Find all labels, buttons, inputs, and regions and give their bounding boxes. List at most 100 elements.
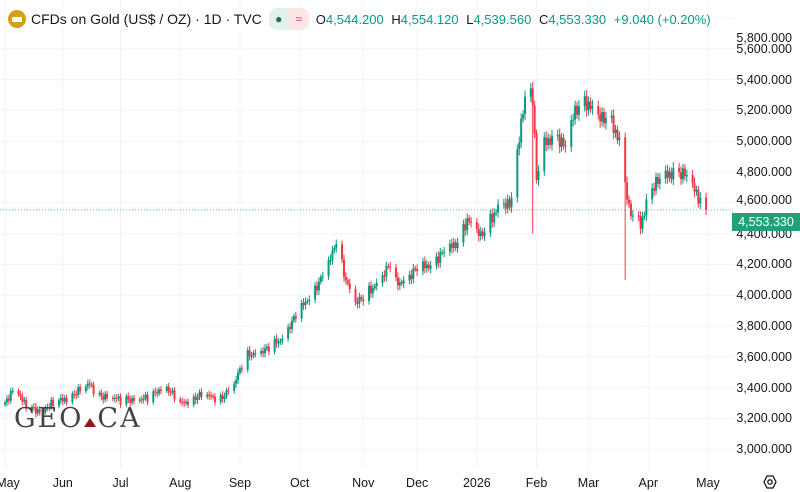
- candle-body: [450, 243, 453, 249]
- candle-body: [654, 176, 657, 191]
- candle-body: [267, 346, 270, 352]
- candle-body: [412, 268, 415, 280]
- candle-body: [252, 352, 255, 357]
- candle-body: [637, 215, 640, 217]
- candle-body: [533, 105, 536, 134]
- candle-body: [656, 176, 659, 184]
- candle-body: [423, 261, 426, 269]
- y-tick-label: 5,400.000: [736, 72, 792, 87]
- candle-body: [558, 134, 561, 147]
- settings-icon[interactable]: [763, 475, 777, 489]
- candle-body: [387, 266, 390, 268]
- candle-body: [574, 105, 577, 120]
- candle-body: [360, 297, 363, 300]
- low-label: L: [466, 11, 474, 27]
- candle-body: [61, 397, 64, 402]
- candle-body: [86, 383, 89, 387]
- candle-body: [319, 276, 322, 282]
- candle-body: [616, 129, 619, 141]
- candle-body: [587, 101, 590, 111]
- candle-body: [331, 250, 334, 260]
- x-tick-label: Jul: [112, 476, 129, 490]
- candle-body: [522, 114, 525, 119]
- candle-body: [102, 396, 105, 400]
- candle-body: [585, 96, 588, 111]
- candle-body: [545, 137, 548, 146]
- candle-body: [294, 316, 297, 319]
- candle-body: [142, 398, 145, 400]
- candle-body: [335, 244, 338, 248]
- candle-body: [346, 280, 349, 284]
- candle-body: [456, 242, 459, 249]
- candle-body: [306, 301, 309, 303]
- candle-body: [402, 280, 405, 284]
- candle-body: [321, 276, 324, 278]
- candle-body: [524, 96, 527, 115]
- candle-body: [547, 138, 550, 146]
- candle-body: [57, 400, 60, 406]
- candle-body: [316, 285, 319, 291]
- candle-body: [502, 203, 505, 205]
- candle-body: [237, 372, 240, 380]
- candle-body: [550, 135, 553, 145]
- candle-body: [181, 401, 184, 403]
- candle-body: [468, 218, 471, 222]
- high-value: 4,554.120: [400, 11, 459, 27]
- candle-body: [475, 222, 478, 229]
- candle-body: [210, 395, 213, 397]
- candle-body: [628, 199, 631, 204]
- candle-body: [597, 105, 600, 115]
- candle-body: [491, 213, 494, 223]
- candle-body: [200, 391, 203, 397]
- candle-body: [535, 133, 538, 181]
- symbol-title[interactable]: CFDs on Gold (US$ / OZ) · 1D · TVC: [31, 11, 262, 27]
- candle-body: [287, 327, 290, 339]
- y-tick-label: 3,400.000: [736, 380, 792, 395]
- candle-body: [104, 393, 107, 400]
- candle-body: [144, 394, 147, 399]
- candle-body: [63, 397, 66, 402]
- candle-body: [354, 289, 357, 303]
- candle-body: [414, 268, 417, 270]
- candle-body: [125, 396, 128, 405]
- candle-body: [518, 142, 521, 150]
- candle-body: [223, 396, 226, 400]
- candle-body: [208, 394, 211, 396]
- market-open-icon: ●: [268, 8, 289, 30]
- candle-body: [441, 252, 444, 254]
- candle-body: [235, 379, 238, 384]
- candle-body: [262, 351, 265, 354]
- candle-body: [327, 259, 330, 277]
- candle-body: [373, 286, 376, 289]
- x-tick-label: 2026: [462, 476, 491, 490]
- close-value: 4,553.330: [548, 11, 607, 27]
- x-tick-label: Mar: [577, 476, 600, 490]
- status-pill[interactable]: ● ≈: [268, 8, 309, 30]
- candle-body: [529, 88, 532, 97]
- candle-body: [697, 189, 700, 204]
- candle-body: [481, 231, 484, 237]
- candle-body: [212, 396, 215, 398]
- candle-body: [173, 390, 176, 400]
- candle-body: [389, 266, 392, 268]
- candle-body: [290, 320, 293, 329]
- candle-body: [643, 215, 646, 217]
- candle-body: [699, 197, 702, 204]
- candle-body: [34, 407, 37, 414]
- candle-body: [19, 394, 22, 397]
- candle-body: [264, 348, 267, 354]
- candle-body: [75, 394, 78, 396]
- x-tick-label: Jun: [52, 476, 73, 490]
- chart-header: CFDs on Gold (US$ / OZ) · 1D · TVC ● ≈ O…: [8, 8, 715, 30]
- open-label: O: [315, 11, 326, 27]
- y-tick-label: 4,600.000: [736, 192, 792, 207]
- candle-body: [508, 199, 511, 208]
- candle-body: [556, 134, 559, 136]
- y-tick-label: 3,600.000: [736, 349, 792, 364]
- candle-body: [38, 409, 41, 413]
- candle-body: [396, 277, 399, 286]
- candle-body: [678, 167, 681, 173]
- x-tick-label: May: [0, 476, 20, 490]
- candle-body: [219, 395, 222, 403]
